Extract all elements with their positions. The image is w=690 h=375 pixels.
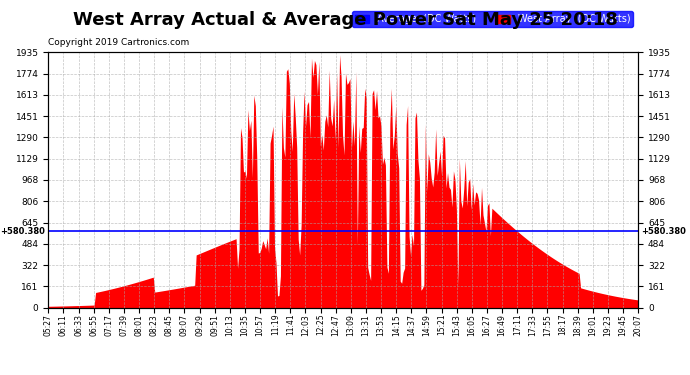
Legend: Average  (DC Watts), West Array  (DC Watts): Average (DC Watts), West Array (DC Watts… [352,12,633,27]
Text: West Array Actual & Average Power Sat May 25 20:18: West Array Actual & Average Power Sat Ma… [72,11,618,29]
Text: +580.380: +580.380 [641,226,686,236]
Text: +580.380: +580.380 [1,226,46,236]
Text: Copyright 2019 Cartronics.com: Copyright 2019 Cartronics.com [48,38,190,47]
